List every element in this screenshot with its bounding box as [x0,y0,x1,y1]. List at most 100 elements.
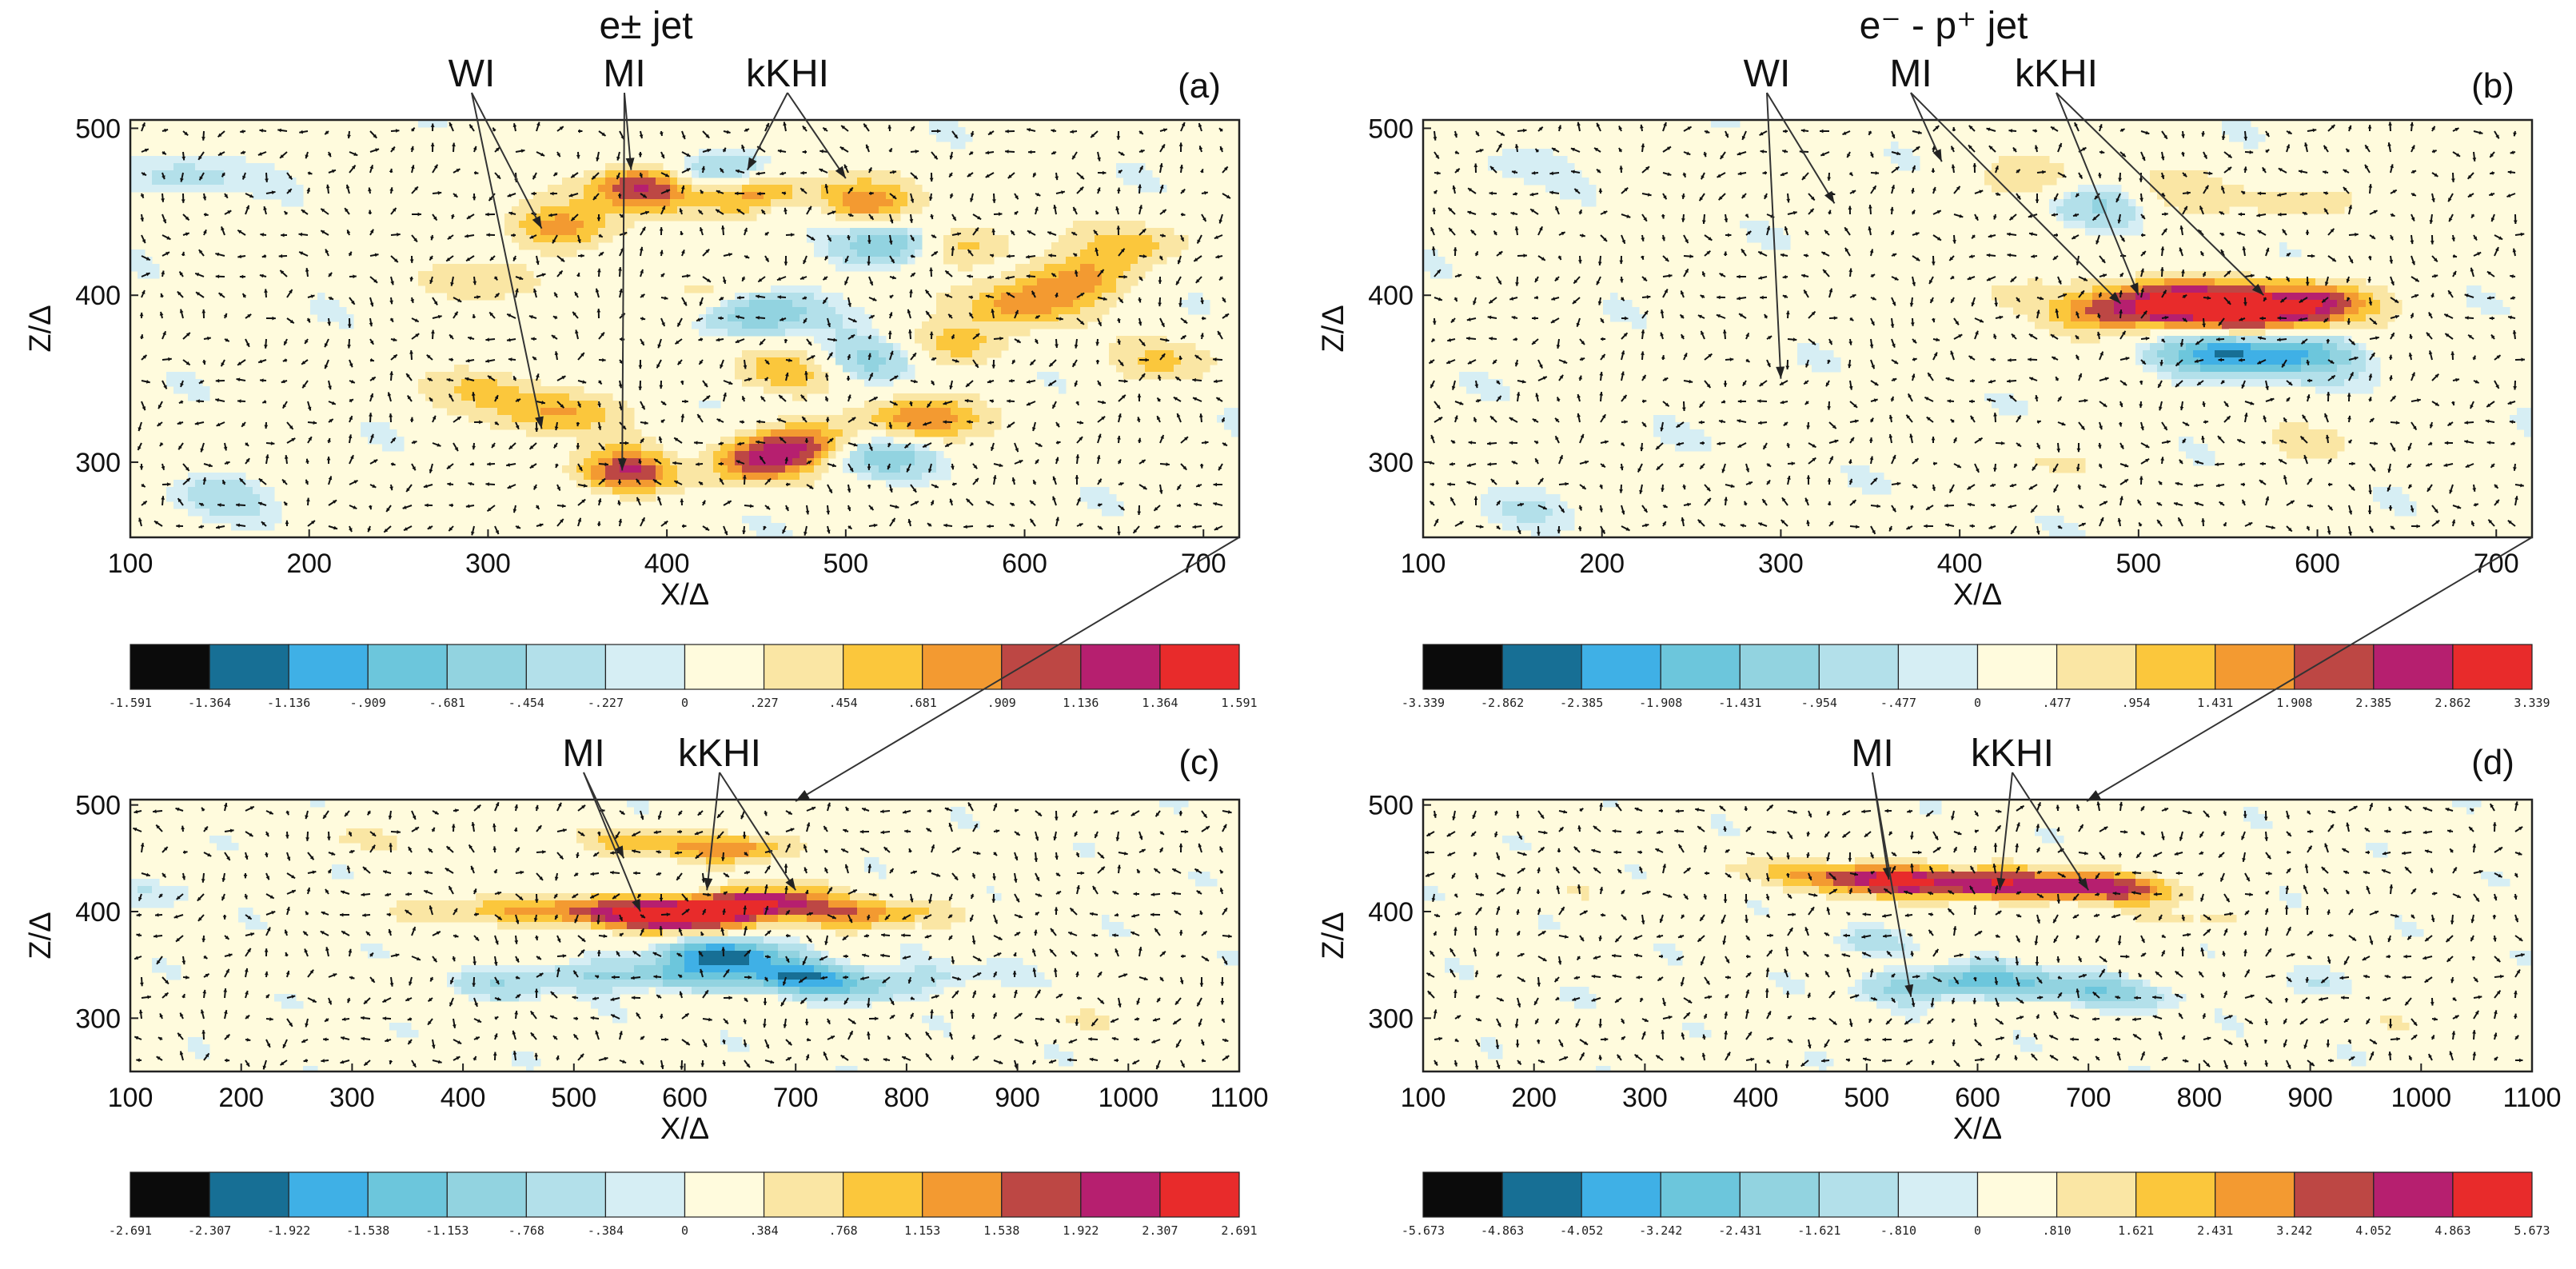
heat-cell [1015,307,1023,315]
heat-cell [800,321,807,329]
heat-cell [591,401,599,409]
heat-cell [764,465,772,473]
heat-cell [850,465,858,473]
heat-cell [1008,278,1016,286]
heat-cell [555,429,563,437]
heat-cell [238,480,246,488]
heat-cell [1517,156,1525,164]
heat-cell [850,249,858,257]
heat-cell [886,178,894,186]
heat-cell [1051,271,1059,279]
vector-arrowhead [802,296,807,300]
vector-arrowhead [826,510,831,515]
heat-cell [2243,199,2251,207]
heat-cell [749,149,757,157]
vector-arrowhead [146,272,150,277]
heat-cell [1109,350,1117,358]
heat-cell [828,444,836,452]
heat-cell [879,178,887,186]
heat-cell [2121,278,2129,286]
heat-cell [490,408,498,416]
heat-cell [958,336,966,344]
vector-arrowhead [1154,507,1158,511]
heat-cell [576,408,584,416]
heat-cell [864,314,872,322]
vector-arrowhead [487,375,492,380]
heat-cell [792,415,800,423]
heat-cell [915,422,923,430]
heat-cell [138,170,146,178]
heat-cell [821,336,829,344]
heat-cell [1001,300,1009,308]
vector-arrowhead [1055,344,1059,348]
heat-cell [159,156,167,164]
heat-cell [202,386,210,394]
heat-cell [1037,278,1045,286]
heat-cell [562,249,570,257]
heat-cell [994,307,1002,315]
heat-cell [195,185,203,193]
heat-cell [864,228,872,236]
heat-cell [2085,228,2093,236]
heat-cell [764,185,772,193]
vector-arrowhead [406,488,410,493]
heat-cell [893,170,901,178]
heat-cell [677,487,685,495]
heat-cell [2171,170,2179,178]
heat-cell [181,487,189,495]
heat-cell [792,473,800,481]
vector-arrowhead [324,343,329,348]
vector-arrowhead [596,157,600,162]
heat-cell [857,199,865,207]
heat-cell [540,422,548,430]
vector-arrowhead [664,521,668,525]
vector-arrowhead [488,197,493,202]
heat-cell [584,451,592,459]
heat-cell [2042,178,2050,186]
vector-arrowhead [1094,229,1098,234]
heat-cell [893,178,901,186]
vector-arrowhead [433,216,437,221]
heat-cell [1138,221,1146,229]
heat-cell [584,401,592,409]
heat-cell [821,451,829,459]
vector-arrowhead [642,194,647,198]
vector-arrowhead [658,436,663,441]
heat-cell [706,458,714,466]
heat-cell [1044,257,1052,265]
heat-cell [584,465,592,473]
vector-arrowhead [582,380,587,384]
heat-cell [1001,249,1009,257]
heat-cell [915,480,923,488]
heat-cell [1711,120,1719,128]
heat-cell [591,480,599,488]
heat-cell [245,523,253,531]
heat-cell [1073,307,1081,315]
vector-arrowhead [1051,273,1056,277]
vector-arrowhead [641,405,645,410]
vector-arrowhead [369,413,373,417]
vector-arrowhead [1048,253,1052,257]
heat-cell [907,393,915,401]
heat-cell [591,178,599,186]
heat-cell [987,314,995,322]
heat-cell [253,185,261,193]
heat-cell [548,429,556,437]
heat-cell [800,350,807,358]
heat-cell [2042,170,2050,178]
vector-arrowhead [141,483,146,488]
heat-cell [850,365,858,373]
heat-cell [605,401,613,409]
heat-cell [756,530,764,537]
heat-cell [245,163,253,171]
vector-arrowhead [325,184,330,189]
heat-cell [936,314,944,322]
heat-cell [728,480,736,488]
heat-cell [821,437,829,445]
heat-cell [166,170,174,178]
heat-cell [641,199,649,207]
heat-cell [857,192,865,200]
vector-arrowhead [161,175,165,180]
vector-arrowhead [701,166,706,170]
heat-cell [533,199,541,207]
